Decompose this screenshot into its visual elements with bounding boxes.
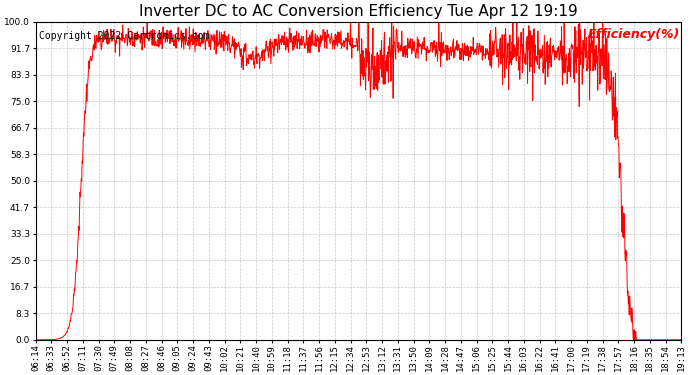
Text: Efficiency(%): Efficiency(%) [588,28,680,41]
Title: Inverter DC to AC Conversion Efficiency Tue Apr 12 19:19: Inverter DC to AC Conversion Efficiency … [139,4,578,19]
Text: Copyright 2022 Cartronics.com: Copyright 2022 Cartronics.com [39,31,209,41]
